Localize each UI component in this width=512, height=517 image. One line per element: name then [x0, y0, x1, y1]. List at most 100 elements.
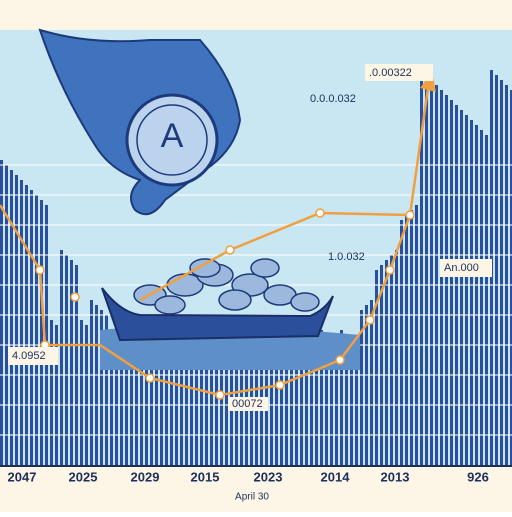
bar	[315, 335, 318, 466]
bar	[390, 255, 393, 466]
bar	[80, 320, 83, 466]
bar	[115, 335, 118, 466]
bars	[0, 70, 512, 466]
bar	[435, 85, 438, 466]
annotation: 1.0.032	[328, 251, 365, 263]
bar	[365, 305, 368, 466]
coin-text: A	[161, 117, 184, 155]
annotation-box	[440, 259, 492, 277]
bar	[420, 70, 423, 466]
bar	[20, 180, 23, 466]
coins	[133, 258, 320, 315]
coin	[125, 93, 219, 187]
x-label: 2013	[381, 469, 410, 484]
bar	[195, 335, 198, 466]
bar	[95, 305, 98, 466]
bar	[160, 330, 163, 466]
date-label: April 30	[235, 492, 269, 503]
bar	[60, 250, 63, 466]
bar	[505, 85, 508, 466]
bar	[180, 330, 183, 466]
x-label: 2025	[69, 469, 98, 484]
bar	[380, 265, 383, 466]
bar	[30, 190, 33, 466]
bar	[65, 255, 68, 466]
top-strip	[0, 0, 512, 30]
bar	[275, 335, 278, 466]
bar	[410, 210, 413, 466]
bar	[70, 260, 73, 466]
bar	[335, 335, 338, 466]
bar	[375, 270, 378, 466]
bar	[405, 215, 408, 466]
annotation: An.000	[444, 262, 479, 274]
bar	[415, 205, 418, 466]
bar	[10, 170, 13, 466]
bar	[190, 340, 193, 466]
bar	[0, 160, 3, 466]
bar	[465, 115, 468, 466]
x-label: 2023	[254, 469, 283, 484]
bar	[25, 185, 28, 466]
bar	[75, 265, 78, 466]
bar	[90, 300, 93, 466]
bar	[400, 220, 403, 466]
bar	[50, 320, 53, 466]
bar	[45, 205, 48, 466]
bar	[100, 310, 103, 466]
bar	[430, 80, 433, 466]
annotation-box	[365, 64, 433, 81]
x-label: 2015	[191, 469, 220, 484]
bar	[15, 175, 18, 466]
bar	[300, 330, 303, 466]
bar	[155, 335, 158, 466]
bar	[270, 340, 273, 466]
bar	[360, 310, 363, 466]
bar	[370, 300, 373, 466]
bar	[320, 330, 323, 466]
annotation-box	[228, 397, 268, 411]
annotation-box	[8, 347, 58, 365]
bar	[215, 335, 218, 466]
bar	[310, 340, 313, 466]
bar	[120, 330, 123, 466]
boat	[101, 287, 334, 342]
coin-rim	[136, 104, 208, 176]
bar	[500, 80, 503, 466]
bar	[175, 335, 178, 466]
bar	[350, 340, 353, 466]
x-label: 2014	[321, 469, 351, 484]
bar	[395, 250, 398, 466]
bar	[35, 195, 38, 466]
annotation: .0.00322	[369, 67, 412, 79]
annotation: 0.0.0.032	[310, 93, 356, 105]
bar	[445, 95, 448, 466]
bar	[130, 340, 133, 466]
axis-strip	[0, 466, 512, 512]
bar	[210, 340, 213, 466]
bar	[55, 325, 58, 466]
bar	[295, 335, 298, 466]
bar	[280, 330, 283, 466]
bar	[105, 315, 108, 466]
bar	[475, 125, 478, 466]
x-labels: 2047 2025 2029 2015 2023 2014 2013 926	[8, 469, 489, 484]
bar	[290, 340, 293, 466]
bar	[40, 200, 43, 466]
bar	[140, 330, 143, 466]
bar	[110, 340, 113, 466]
bar	[330, 340, 333, 466]
bar	[150, 340, 153, 466]
bar	[495, 75, 498, 466]
bar	[480, 130, 483, 466]
bar	[200, 330, 203, 466]
bar	[355, 335, 358, 466]
bar	[440, 90, 443, 466]
bar	[450, 100, 453, 466]
bar	[510, 90, 512, 466]
bar	[170, 340, 173, 466]
bar	[460, 110, 463, 466]
x-label: 926	[467, 469, 489, 484]
annotation: 00072	[232, 398, 263, 410]
